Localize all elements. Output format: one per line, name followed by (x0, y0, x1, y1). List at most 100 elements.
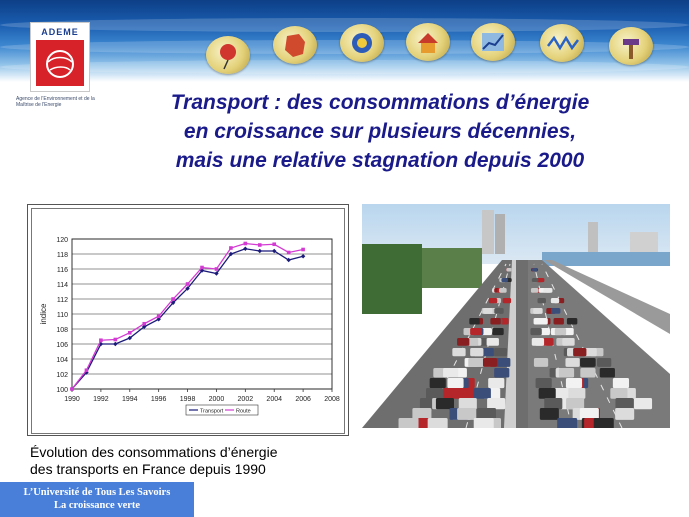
car-shape (568, 388, 586, 399)
car-shape (443, 388, 461, 399)
y-tick-label: 110 (57, 312, 68, 319)
x-tick-label: 1996 (151, 396, 167, 403)
title-line: mais une relative stagnation depuis 2000 (175, 149, 585, 172)
data-point-route (156, 314, 161, 319)
car-shape (566, 318, 578, 325)
car-shape (541, 338, 554, 346)
car-shape (458, 398, 477, 410)
title-line: en croissance sur plusieurs décennies, (183, 120, 577, 143)
chart-icon (471, 23, 515, 61)
balloon-icon (206, 36, 250, 74)
car-shape (537, 298, 546, 304)
y-tick-label: 120 (56, 237, 68, 244)
car-shape (452, 348, 466, 357)
data-point-transport (98, 341, 104, 347)
car-shape (615, 398, 634, 410)
x-tick-label: 1992 (93, 396, 109, 403)
car-shape (565, 358, 580, 367)
chart-frame: 100 102 104 106 108 110 112 114 116 118 120 1990 199… (27, 204, 349, 436)
data-point-route (127, 330, 132, 335)
car-shape (533, 358, 549, 367)
series-line-transport (71, 248, 304, 390)
car-shape (553, 318, 564, 325)
footer-line: La croissance verte (53, 500, 141, 511)
car-shape (539, 408, 559, 420)
data-point-route (99, 338, 103, 343)
car-shape (469, 318, 480, 325)
y-tick-label: 114 (57, 282, 68, 289)
car-shape (427, 418, 448, 428)
car-shape (553, 388, 571, 399)
car-shape (482, 358, 498, 367)
car-shape (476, 408, 497, 420)
car-shape (543, 288, 551, 293)
car-shape (615, 408, 635, 420)
car-shape (533, 308, 543, 314)
energy-line-chart: 100 102 104 106 108 110 112 114 116 118 120 1990 199… (39, 237, 340, 417)
car-shape (457, 408, 477, 420)
data-point-transport (300, 254, 306, 259)
car-shape (473, 418, 494, 428)
car-shape (633, 398, 653, 410)
data-point-transport (214, 271, 219, 276)
car-shape (480, 348, 495, 357)
car-shape (468, 358, 483, 367)
data-point-transport (127, 335, 132, 341)
logo-text: ADEME (41, 27, 79, 37)
y-tick-label: 118 (57, 252, 68, 259)
data-point-transport (243, 246, 248, 251)
car-shape (457, 338, 470, 346)
car-shape (398, 418, 419, 428)
chart-caption: Évolution des consommations d’énergie de… (30, 444, 350, 478)
car-shape (488, 298, 498, 304)
x-tick-label: 2006 (295, 396, 311, 403)
data-point-transport (84, 370, 89, 375)
car-shape (531, 278, 539, 283)
slide-title: Transport : des consommations d’énergie … (90, 88, 670, 175)
data-point-transport (228, 251, 234, 257)
car-shape (535, 378, 552, 389)
data-point-route (70, 387, 74, 391)
car-shape (483, 308, 493, 314)
data-point-route (113, 337, 118, 342)
data-point-transport (113, 341, 118, 347)
highway-traffic-photo (362, 204, 670, 428)
car-shape (538, 388, 556, 399)
car-shape (610, 388, 628, 399)
car-shape (557, 418, 578, 428)
car-shape (544, 398, 563, 410)
x-tick-label: 1994 (122, 396, 138, 403)
car-shape (488, 378, 505, 389)
data-point-route (171, 297, 175, 301)
car-shape (443, 368, 459, 378)
car-shape (506, 268, 512, 272)
x-tick-label: 1990 (64, 396, 80, 403)
x-tick-label: 2000 (209, 396, 225, 403)
data-point-transport (185, 286, 190, 291)
car-shape (530, 288, 539, 293)
highway-photo-illustration (362, 204, 670, 428)
x-tick-label: 2008 (324, 396, 340, 403)
car-shape (492, 328, 504, 336)
data-point-route (286, 250, 291, 255)
chart-inner-frame: 100 102 104 106 108 110 112 114 116 118 120 1990 199… (31, 208, 345, 434)
y-tick-label: 102 (56, 372, 68, 379)
car-shape (487, 398, 506, 410)
legend-label: Transport (200, 409, 224, 415)
car-shape (597, 358, 612, 367)
globe-icon (46, 50, 74, 78)
car-shape (566, 398, 585, 410)
logo-subtitle: Agence de l'Environnement et de la Maîtr… (16, 96, 95, 108)
car-shape (562, 338, 575, 346)
car-shape (429, 378, 446, 389)
y-tick-label: 116 (57, 267, 68, 274)
car-shape (501, 278, 508, 283)
france-map-icon (273, 26, 317, 64)
y-tick-label: 100 (56, 387, 68, 394)
data-point-route (142, 321, 147, 326)
ademe-logo: ADEME (30, 22, 90, 92)
car-shape (458, 388, 476, 399)
car-shape (490, 318, 501, 325)
car-shape (496, 358, 511, 367)
data-point-route (185, 282, 190, 286)
